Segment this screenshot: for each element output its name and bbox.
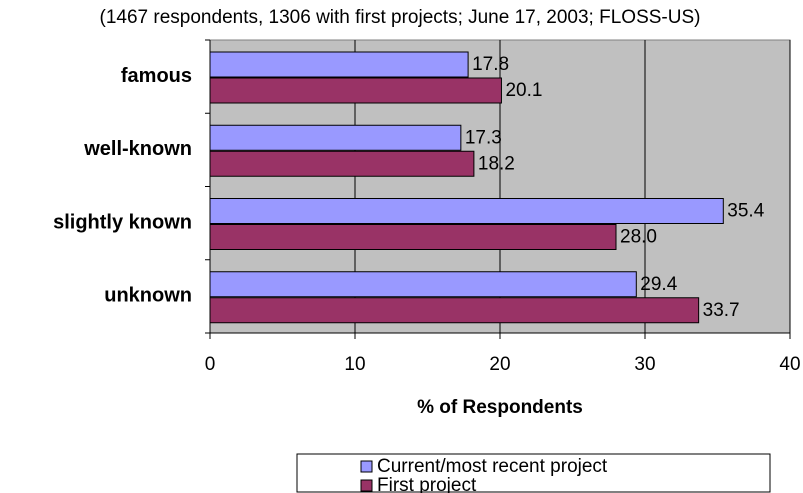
data-label: 17.3 bbox=[465, 127, 502, 148]
y-tick-label: slightly known bbox=[53, 211, 192, 233]
x-tick-label: 40 bbox=[779, 354, 800, 375]
x-tick-label: 10 bbox=[344, 354, 365, 375]
bar bbox=[209, 51, 469, 78]
y-tick-label: unknown bbox=[104, 285, 192, 307]
legend-swatch bbox=[360, 479, 373, 492]
bar bbox=[209, 150, 475, 177]
bar bbox=[209, 271, 637, 298]
bar bbox=[209, 124, 462, 151]
x-tick-label: 30 bbox=[634, 354, 655, 375]
x-tick-label: 20 bbox=[489, 354, 510, 375]
legend bbox=[296, 453, 771, 493]
x-axis-title: % of Respondents bbox=[417, 397, 583, 418]
bar bbox=[209, 224, 617, 250]
chart-title: (1467 respondents, 1306 with first proje… bbox=[100, 7, 701, 28]
bar bbox=[209, 297, 700, 324]
data-label: 17.8 bbox=[472, 54, 509, 75]
bar bbox=[209, 198, 724, 224]
data-label: 29.4 bbox=[640, 274, 677, 295]
y-tick-label: well-known bbox=[83, 138, 192, 160]
bar bbox=[209, 77, 502, 104]
data-label: 33.7 bbox=[703, 300, 740, 321]
legend-label: Current/most recent project bbox=[377, 456, 608, 477]
data-label: 18.2 bbox=[478, 153, 515, 174]
data-label: 20.1 bbox=[505, 80, 542, 101]
x-tick-label: 0 bbox=[205, 354, 216, 375]
legend-swatch bbox=[360, 460, 373, 473]
data-label: 28.0 bbox=[620, 227, 657, 248]
legend-label: First project bbox=[377, 475, 477, 493]
data-label: 35.4 bbox=[727, 201, 764, 222]
y-tick-label: famous bbox=[121, 65, 192, 87]
